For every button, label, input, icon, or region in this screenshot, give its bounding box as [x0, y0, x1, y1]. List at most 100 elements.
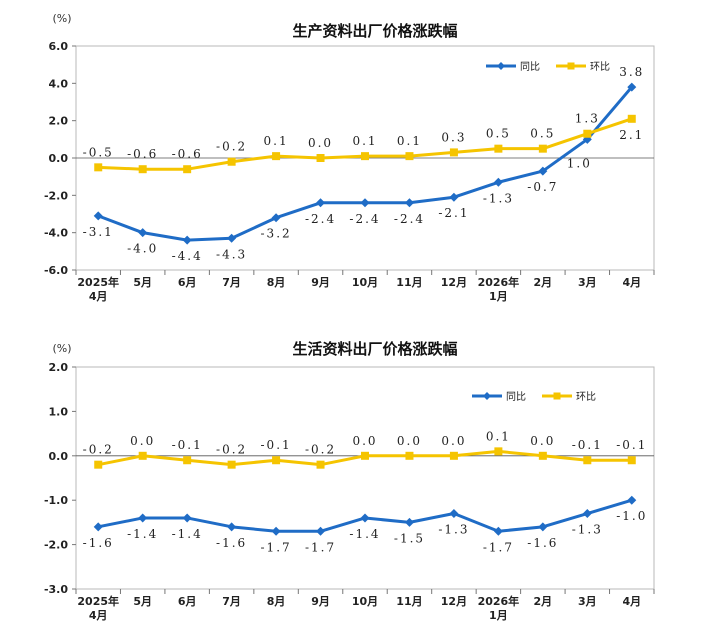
- data-point-mom: [538, 144, 547, 153]
- data-point-yoy: [360, 198, 370, 208]
- data-label: -0.2: [83, 443, 114, 457]
- data-label: -0.2: [305, 443, 336, 457]
- x-tick-label: 9月: [311, 276, 330, 289]
- data-label: 0.1: [264, 134, 289, 148]
- data-label: -1.3: [572, 523, 603, 537]
- data-label: -1.7: [483, 540, 514, 554]
- y-tick-label: -2.0: [44, 189, 68, 202]
- data-point-yoy: [627, 82, 637, 92]
- x-tick-label: 3月: [578, 595, 597, 608]
- x-tick-label: 7月: [222, 276, 241, 289]
- data-label: -1.4: [127, 527, 158, 541]
- data-label: 0.0: [441, 434, 466, 448]
- data-point-yoy: [138, 513, 148, 523]
- x-tick-label: 6月: [178, 595, 197, 608]
- plot-frame: [75, 366, 655, 590]
- data-label: -2.1: [438, 206, 469, 220]
- data-point-yoy: [538, 166, 548, 176]
- data-label: -1.6: [83, 536, 114, 550]
- data-label: -2.4: [305, 212, 336, 226]
- data-point-mom: [494, 447, 503, 456]
- data-point-yoy: [182, 235, 192, 245]
- x-tick-label: 5月: [133, 595, 152, 608]
- data-point-mom: [449, 148, 458, 157]
- data-point-mom: [316, 154, 325, 162]
- data-label: -1.3: [483, 191, 514, 205]
- legend-marker: [567, 62, 575, 70]
- chart-title: 生活资料出厂价格涨跌幅: [292, 340, 457, 358]
- data-point-yoy: [449, 192, 459, 202]
- data-point-yoy: [316, 198, 326, 208]
- data-point-mom: [138, 165, 147, 174]
- y-tick-label: -2.0: [44, 539, 68, 552]
- x-tick-label: 8月: [267, 595, 286, 608]
- data-label: 0.0: [397, 434, 422, 448]
- data-label: -1.6: [216, 536, 247, 550]
- data-point-mom: [627, 456, 636, 465]
- x-tick-label: 7月: [222, 595, 241, 608]
- data-label: 0.0: [308, 136, 333, 150]
- legend-label: 环比: [590, 61, 610, 73]
- data-label: -1.3: [438, 523, 469, 537]
- legend-marker: [553, 392, 561, 400]
- data-point-yoy: [271, 213, 281, 223]
- y-tick-label: -4.0: [44, 227, 68, 240]
- data-label: 0.5: [486, 127, 511, 141]
- y-tick-label: 0.0: [49, 152, 69, 165]
- data-point-yoy: [93, 211, 103, 221]
- y-tick-label: 2.0: [49, 361, 69, 374]
- data-label: -1.6: [527, 536, 558, 550]
- chart-svg: 生活资料出厂价格涨跌幅 (%) 2.0 1.0 0.0 -1.0 -2.0 -3.0 2025年…: [44, 340, 655, 622]
- data-point-mom: [94, 460, 103, 469]
- data-point-mom: [272, 456, 281, 465]
- legend-marker: [497, 62, 505, 70]
- data-point-yoy: [627, 495, 637, 505]
- data-point-yoy: [271, 526, 281, 536]
- data-label: 0.1: [352, 134, 377, 148]
- data-point-yoy: [493, 177, 503, 187]
- x-tick-label: 6月: [178, 276, 197, 289]
- chart-title: 生产资料出厂价格涨跌幅: [292, 22, 457, 40]
- x-tick-label: 11月: [396, 276, 422, 289]
- x-tick-label: 4月: [89, 290, 108, 303]
- data-point-mom: [138, 451, 147, 460]
- x-tick-label: 8月: [267, 276, 286, 289]
- data-point-yoy: [449, 509, 459, 519]
- data-label: -0.1: [261, 438, 292, 452]
- data-point-mom: [227, 157, 236, 166]
- x-tick-label: 12月: [441, 276, 467, 289]
- data-point-mom: [272, 152, 281, 161]
- y-tick-label: 4.0: [49, 77, 69, 90]
- unit-label: (%): [52, 12, 71, 25]
- y-tick-label: 6.0: [49, 40, 69, 53]
- data-label: 3.8: [619, 65, 644, 79]
- data-label: -1.4: [172, 527, 203, 541]
- data-point-mom: [449, 451, 458, 460]
- data-label: -0.1: [172, 438, 203, 452]
- y-tick-label: 2.0: [49, 115, 69, 128]
- x-tick-label: 5月: [133, 276, 152, 289]
- data-label: -1.5: [394, 531, 425, 545]
- x-tick-label: 1月: [489, 609, 508, 622]
- data-label: 1.0: [567, 156, 592, 170]
- data-point-yoy: [493, 526, 503, 536]
- data-label: 2.1: [619, 128, 644, 142]
- data-label: -0.7: [527, 180, 558, 194]
- data-point-yoy: [316, 526, 326, 536]
- data-point-yoy: [582, 509, 592, 519]
- x-tick-label: 1月: [489, 290, 508, 303]
- data-point-yoy: [404, 517, 414, 527]
- data-point-yoy: [227, 233, 237, 243]
- data-point-yoy: [538, 522, 548, 532]
- data-point-mom: [94, 163, 103, 172]
- data-point-mom: [183, 165, 192, 174]
- x-tick-label: 2月: [534, 595, 553, 608]
- x-tick-label: 2025年: [77, 275, 119, 289]
- data-label: -1.7: [305, 540, 336, 554]
- data-label: 0.0: [130, 434, 155, 448]
- data-label: 0.5: [530, 127, 555, 141]
- legend-label: 环比: [576, 391, 596, 403]
- x-tick-label: 2月: [534, 276, 553, 289]
- x-tick-label: 4月: [622, 595, 641, 608]
- data-label: -0.1: [616, 438, 647, 452]
